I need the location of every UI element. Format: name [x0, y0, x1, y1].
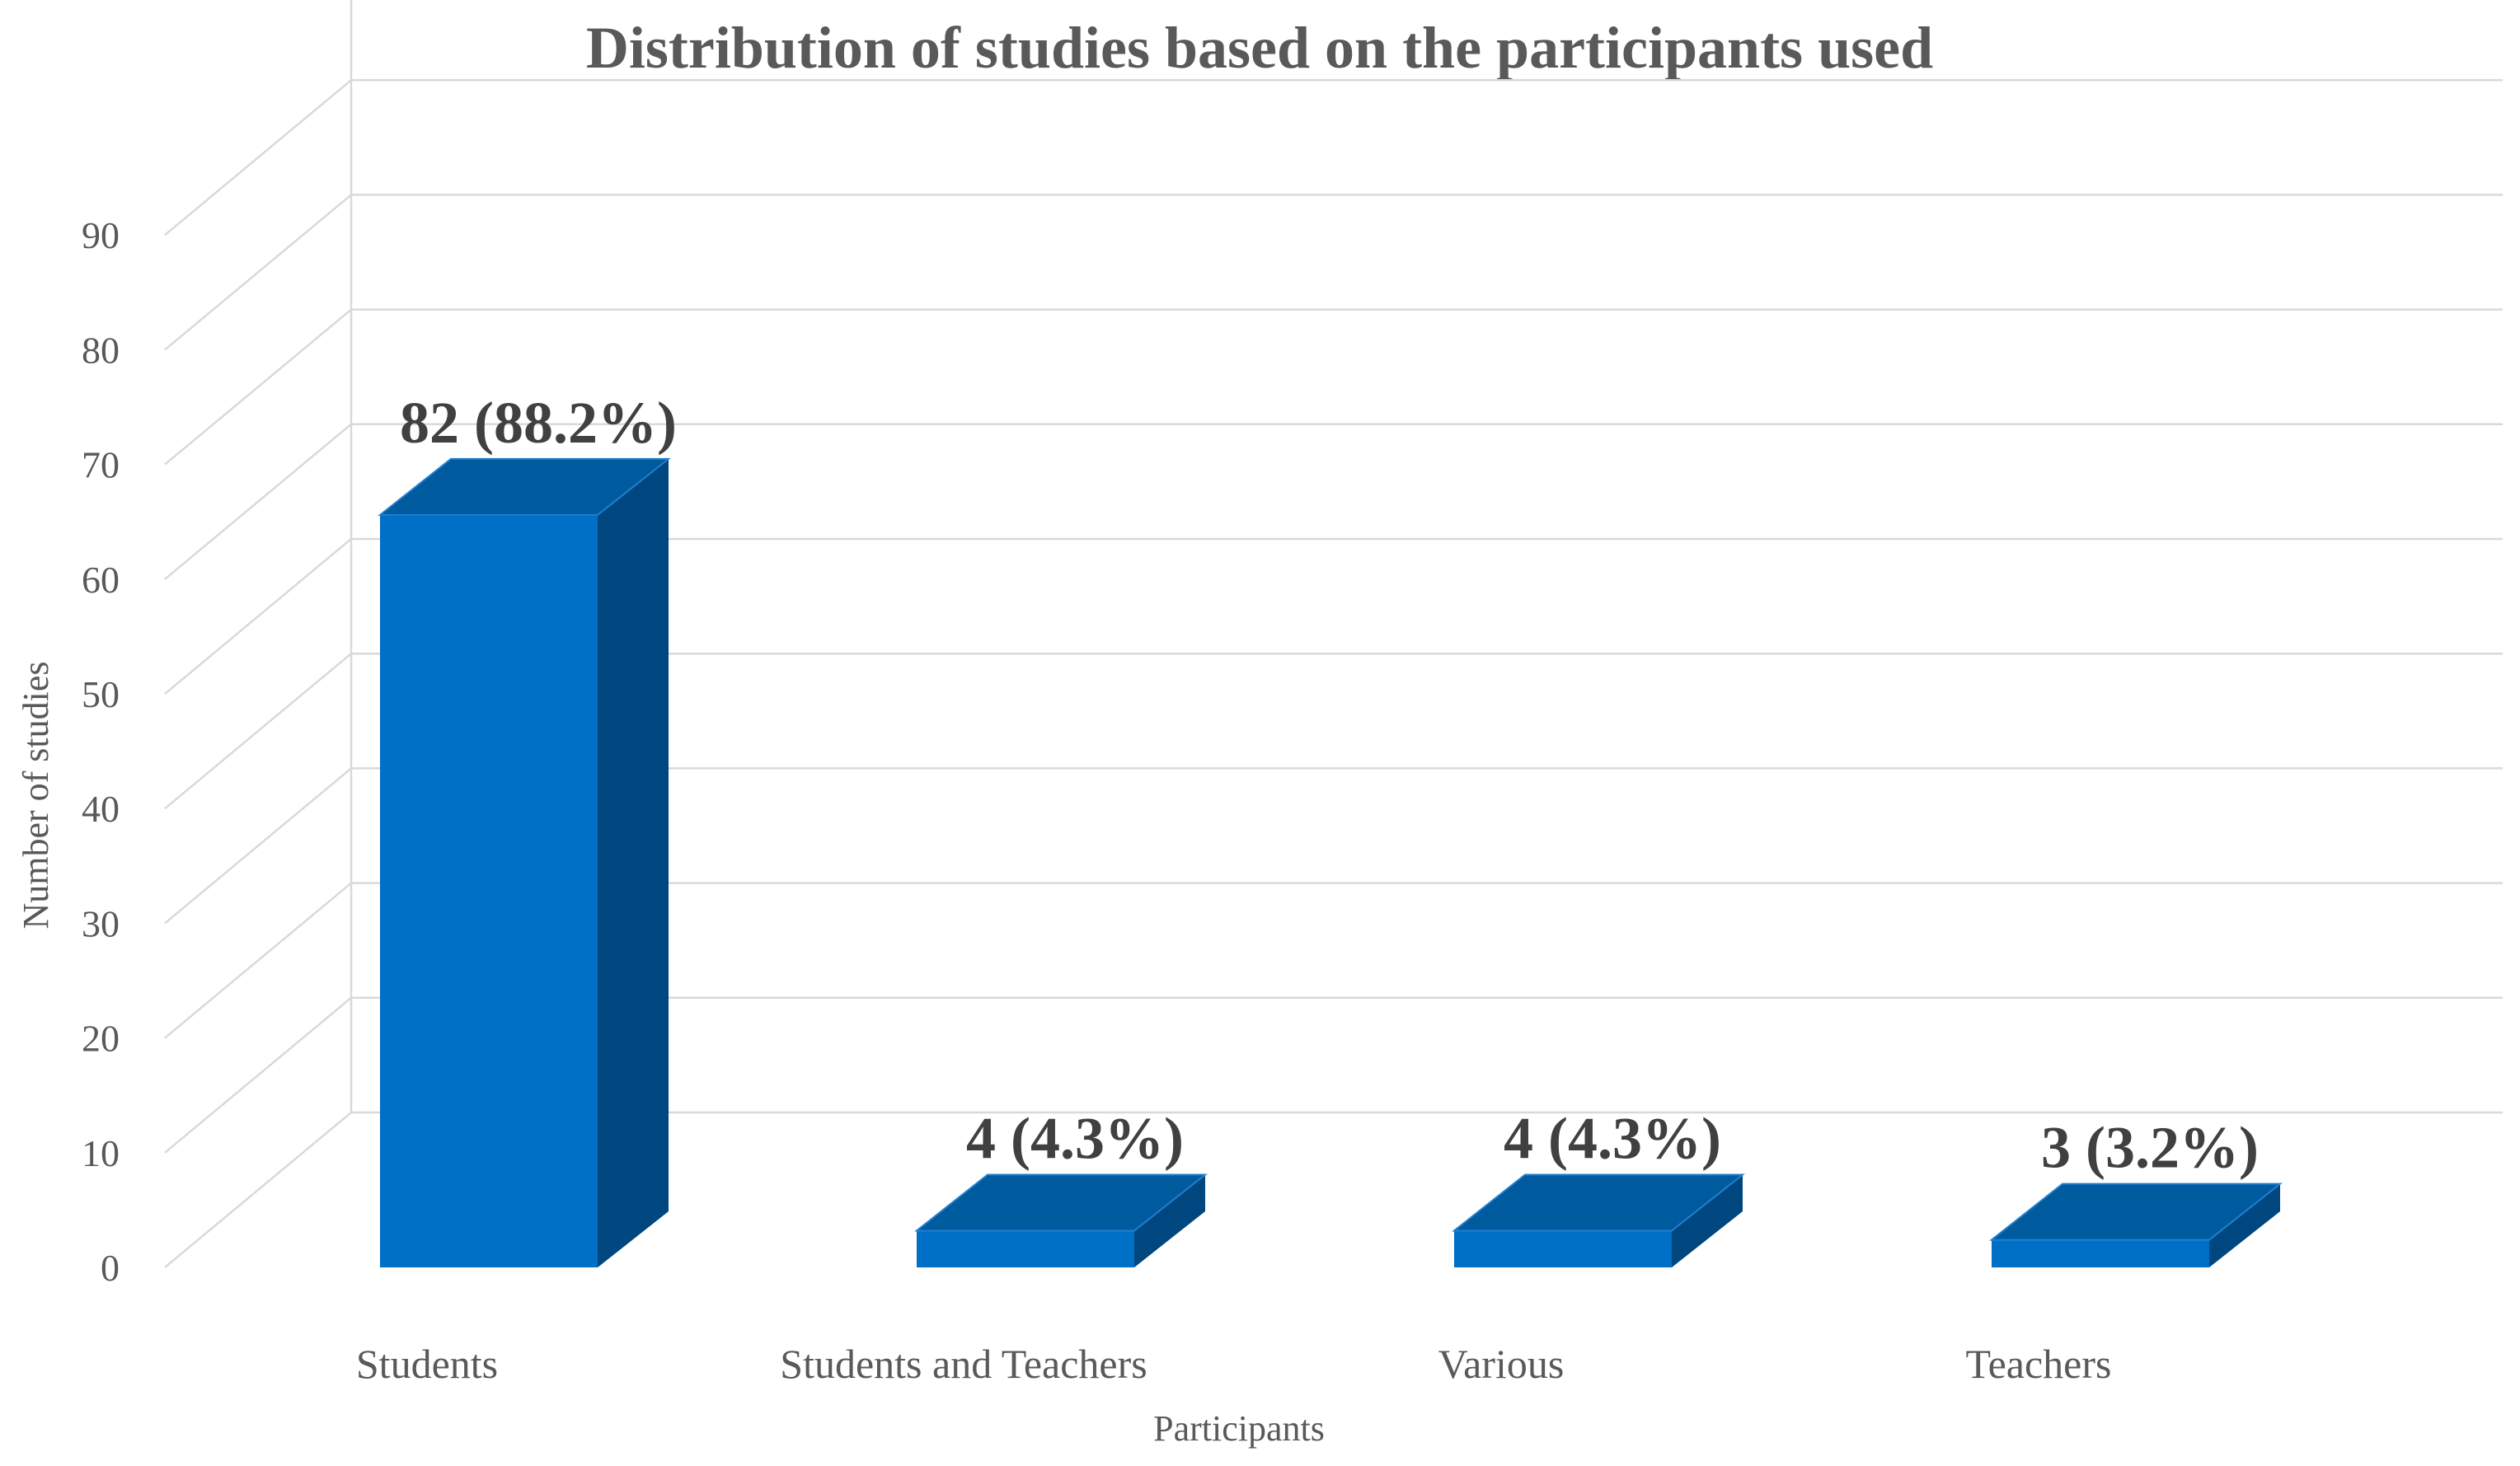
bar-2	[1452, 1173, 1745, 1267]
bar-3	[1989, 1183, 2283, 1267]
y-tick-label: 50	[82, 673, 120, 715]
bars	[378, 457, 2283, 1267]
chart-title: Distribution of studies based on the par…	[586, 15, 1933, 81]
y-tick-label: 0	[101, 1247, 120, 1289]
y-tick-label: 70	[82, 444, 120, 486]
x-category-label: Various	[1438, 1341, 1565, 1387]
gridline	[164, 194, 2503, 351]
bar-front	[917, 1230, 1134, 1267]
bar-front	[1992, 1239, 2209, 1267]
bar-front	[380, 514, 598, 1267]
data-label: 82 (88.2%)	[400, 390, 677, 456]
y-axis-ticks: 0 10 20 30 40 50 60 70 80 90	[82, 214, 120, 1289]
y-tick-label: 30	[82, 902, 120, 944]
y-tick-label: 90	[82, 214, 120, 256]
bar-top	[378, 457, 671, 516]
data-label: 4 (4.3%)	[1504, 1105, 1721, 1171]
bar-top	[1452, 1173, 1745, 1232]
data-label: 3 (3.2%)	[2041, 1115, 2259, 1181]
bar-top	[1989, 1183, 2283, 1241]
bar-side	[598, 458, 669, 1267]
data-labels: 82 (88.2%) 4 (4.3%) 4 (4.3%) 3 (3.2%)	[400, 390, 2259, 1181]
bar-top	[914, 1173, 1208, 1232]
bar-0	[378, 457, 671, 1267]
bar-side	[2209, 1183, 2280, 1267]
bar-side	[1672, 1174, 1743, 1267]
y-axis-title: Number of studies	[16, 661, 56, 929]
data-label: 4 (4.3%)	[966, 1105, 1184, 1171]
bar-side	[1134, 1174, 1205, 1267]
bar-front	[1454, 1230, 1672, 1267]
y-tick-label: 60	[82, 559, 120, 601]
gridline	[164, 78, 2503, 237]
y-tick-label: 80	[82, 329, 120, 371]
x-axis-title: Participants	[1153, 1408, 1325, 1449]
gridlines	[164, 0, 2503, 1268]
x-category-label: Students	[356, 1341, 498, 1387]
y-tick-label: 10	[82, 1132, 120, 1174]
x-axis-categories: Students Students and Teachers Various Teac…	[356, 1341, 2112, 1387]
x-category-label: Students and Teachers	[780, 1341, 1147, 1387]
y-tick-label: 20	[82, 1018, 120, 1060]
bar-1	[914, 1173, 1208, 1267]
x-category-label: Teachers	[1966, 1341, 2112, 1387]
y-tick-label: 40	[82, 788, 120, 830]
